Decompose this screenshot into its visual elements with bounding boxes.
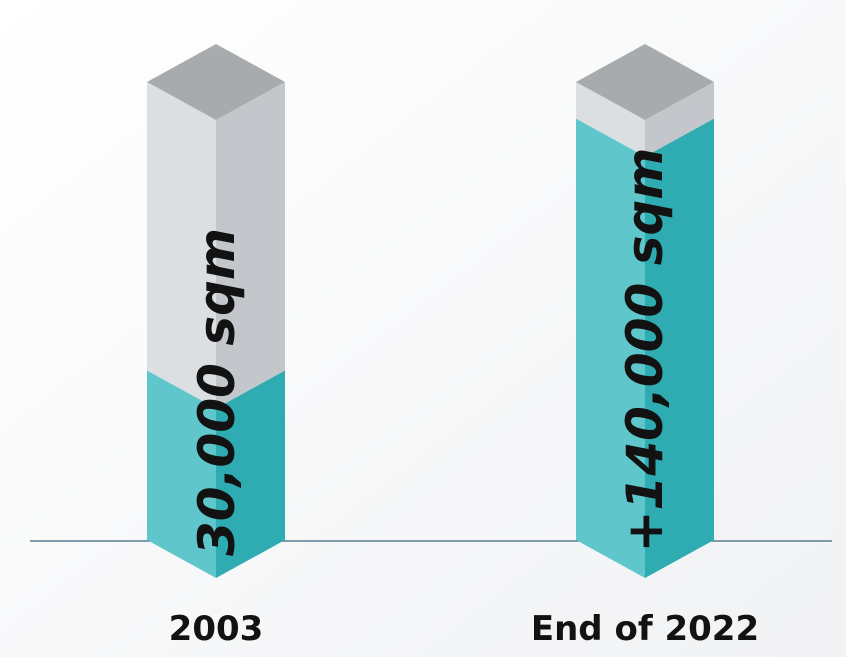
bar-0 [147, 44, 285, 578]
bar-1 [576, 44, 714, 578]
category-label-1: End of 2022 [531, 609, 759, 649]
bar-fill-front-1 [576, 118, 645, 578]
bar-value-label-1: +140,000 sqm [616, 148, 674, 553]
bar-fill-front-0 [147, 370, 216, 578]
labels-group: 30,000 sqm 2003 +140,000 sqm End of 2022 [169, 148, 759, 649]
category-label-0: 2003 [169, 609, 264, 649]
bar-fill-side-1 [645, 118, 714, 578]
bars-group [147, 44, 714, 578]
bar-empty-side-0 [216, 82, 285, 409]
bar-empty-front-1 [576, 82, 645, 157]
bar-top-0 [147, 44, 285, 120]
bar-empty-side-1 [645, 82, 714, 157]
bar-empty-front-0 [147, 82, 216, 409]
bar-value-label-0: 30,000 sqm [188, 228, 246, 556]
bar-top-1 [576, 44, 714, 120]
bar-fill-side-0 [216, 370, 285, 578]
